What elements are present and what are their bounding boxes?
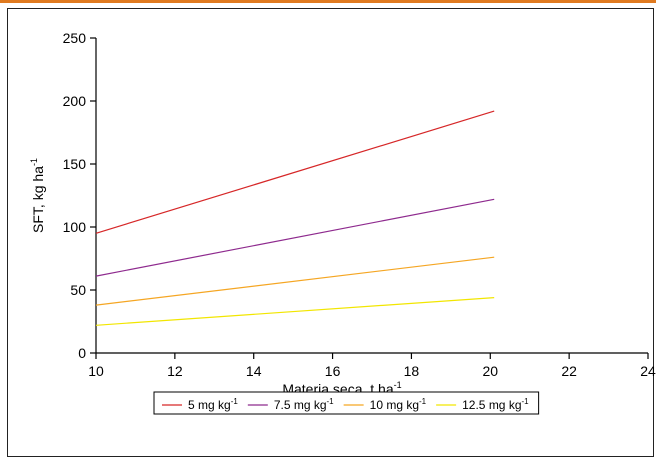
x-tick-label: 18 [404, 363, 420, 379]
y-tick-label: 250 [63, 30, 87, 46]
series-lines [95, 110, 495, 326]
x-tick-label: 24 [640, 363, 656, 379]
chart-frame [7, 8, 654, 457]
x-ticks: 10 12 14 16 18 20 22 24 [88, 353, 656, 379]
legend-box [153, 391, 540, 415]
y-tick-label: 150 [63, 156, 87, 172]
y-tick-label: 50 [70, 282, 86, 298]
y-tick-label: 0 [78, 345, 86, 361]
legend-entry: 7.5 mg kg-1 [274, 397, 334, 412]
y-tick-label: 200 [63, 93, 87, 109]
legend-entry: 12.5 mg kg-1 [462, 397, 529, 412]
x-tick-label: 16 [325, 363, 341, 379]
x-tick-label: 10 [88, 363, 104, 379]
series-line [95, 110, 495, 234]
series-line [95, 256, 495, 306]
x-tick-label: 22 [561, 363, 577, 379]
legend-entry: 10 mg kg-1 [370, 397, 427, 412]
legend: 5 mg kg-1 7.5 mg kg-1 10 mg kg-1 12.5 mg kg… [153, 391, 540, 415]
x-tick-label: 20 [482, 363, 498, 379]
series-line [95, 198, 495, 277]
axes [95, 38, 648, 354]
x-tick-label: 14 [246, 363, 262, 379]
y-ticks: 0 50 100 150 200 250 [63, 30, 96, 361]
x-tick-label: 12 [167, 363, 183, 379]
top-accent-rule [0, 0, 656, 3]
legend-entry: 5 mg kg-1 [188, 397, 238, 412]
y-axis-label: SFT, kg ha-1 [29, 158, 46, 233]
y-tick-label: 100 [63, 219, 87, 235]
series-line [95, 297, 495, 326]
